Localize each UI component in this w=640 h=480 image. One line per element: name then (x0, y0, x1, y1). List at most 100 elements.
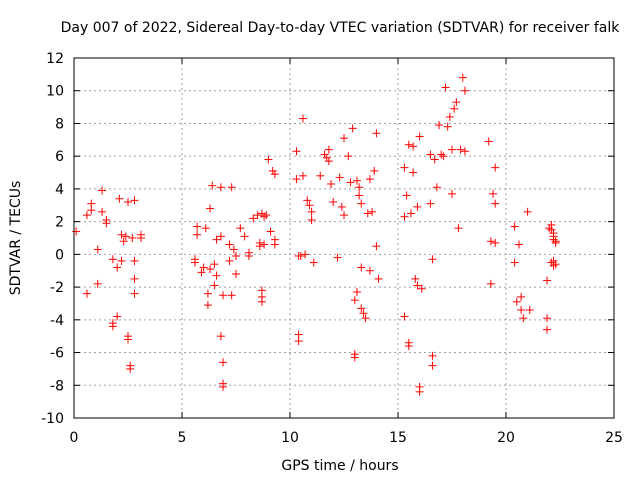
data-point (456, 145, 465, 154)
data-point (491, 199, 500, 208)
data-point (117, 230, 126, 239)
data-point (355, 183, 364, 192)
plot-frame (73, 57, 615, 419)
data-point (404, 342, 413, 350)
data-point (344, 152, 353, 161)
x-tick-label: 20 (497, 430, 515, 446)
data-point (545, 224, 554, 233)
data-point (208, 181, 217, 190)
data-point (452, 98, 461, 107)
data-point (352, 288, 361, 296)
data-point (359, 309, 368, 318)
y-tick-label: -4 (50, 313, 64, 329)
data-point (72, 227, 81, 236)
data-point (409, 142, 418, 151)
data-point (415, 132, 424, 141)
data-point (454, 224, 463, 233)
data-point (372, 129, 381, 138)
data-point (130, 196, 139, 205)
data-point (303, 196, 312, 205)
data-point (428, 255, 437, 264)
data-point (119, 237, 128, 246)
data-point (441, 83, 450, 92)
data-point (206, 204, 215, 213)
data-point (298, 171, 307, 180)
data-point (320, 150, 329, 159)
y-tick-label: 0 (55, 247, 64, 263)
data-point (108, 255, 117, 264)
data-point (435, 121, 444, 130)
data-point (260, 212, 269, 221)
data-point (210, 260, 219, 269)
data-point (486, 279, 495, 288)
data-point (266, 227, 275, 236)
data-point (355, 191, 364, 200)
data-point (448, 145, 456, 154)
data-point (268, 166, 277, 175)
data-point (124, 198, 132, 206)
points-layer (72, 73, 560, 396)
data-point (450, 104, 459, 113)
data-point (190, 258, 199, 267)
data-point (296, 252, 305, 260)
data-point (404, 140, 413, 149)
data-point (203, 289, 212, 298)
data-point (219, 382, 228, 391)
data-point (307, 207, 316, 216)
data-point (227, 183, 236, 192)
data-point (193, 230, 202, 239)
data-point (443, 122, 452, 131)
data-point (489, 189, 498, 198)
data-point (430, 155, 439, 164)
data-point (115, 194, 124, 203)
y-tick-label: 2 (55, 215, 64, 231)
data-point (262, 211, 271, 220)
data-point (102, 219, 111, 228)
data-point (432, 183, 441, 192)
data-point (232, 252, 240, 260)
y-tick-label: 8 (55, 116, 64, 132)
data-point (417, 284, 426, 293)
data-point (448, 189, 456, 198)
data-point (365, 175, 374, 184)
data-point (124, 335, 132, 344)
data-point (108, 322, 117, 331)
y-tick-labels: -10 -8 -6 -4 -2 0 2 4 6 8 10 12 (41, 51, 64, 427)
data-point (307, 216, 316, 224)
data-point (199, 263, 208, 272)
data-point (486, 237, 495, 246)
x-tick-label: 10 (281, 430, 299, 446)
data-point (523, 207, 532, 216)
data-point (460, 86, 469, 95)
data-point (257, 209, 266, 218)
data-point (253, 211, 262, 220)
data-point (335, 173, 344, 182)
data-point (292, 175, 301, 184)
data-point (117, 256, 126, 265)
data-point (201, 224, 210, 233)
data-point (350, 353, 359, 362)
data-point (216, 183, 225, 192)
data-point (543, 325, 552, 334)
data-point (301, 250, 310, 259)
data-point (551, 260, 560, 269)
data-point (212, 271, 221, 280)
x-tick-label: 0 (70, 430, 79, 446)
data-point (337, 202, 346, 211)
data-point (216, 332, 225, 341)
data-point (329, 198, 338, 206)
data-point (484, 137, 493, 146)
data-point (370, 166, 379, 175)
data-point (350, 296, 359, 305)
data-point (322, 153, 331, 162)
data-point (510, 222, 519, 231)
data-point (309, 258, 318, 267)
data-point (340, 134, 348, 143)
data-point (365, 266, 374, 275)
data-point (352, 176, 361, 185)
data-point (514, 240, 523, 249)
data-point (93, 245, 102, 254)
data-point (368, 207, 377, 216)
data-point (260, 240, 269, 249)
